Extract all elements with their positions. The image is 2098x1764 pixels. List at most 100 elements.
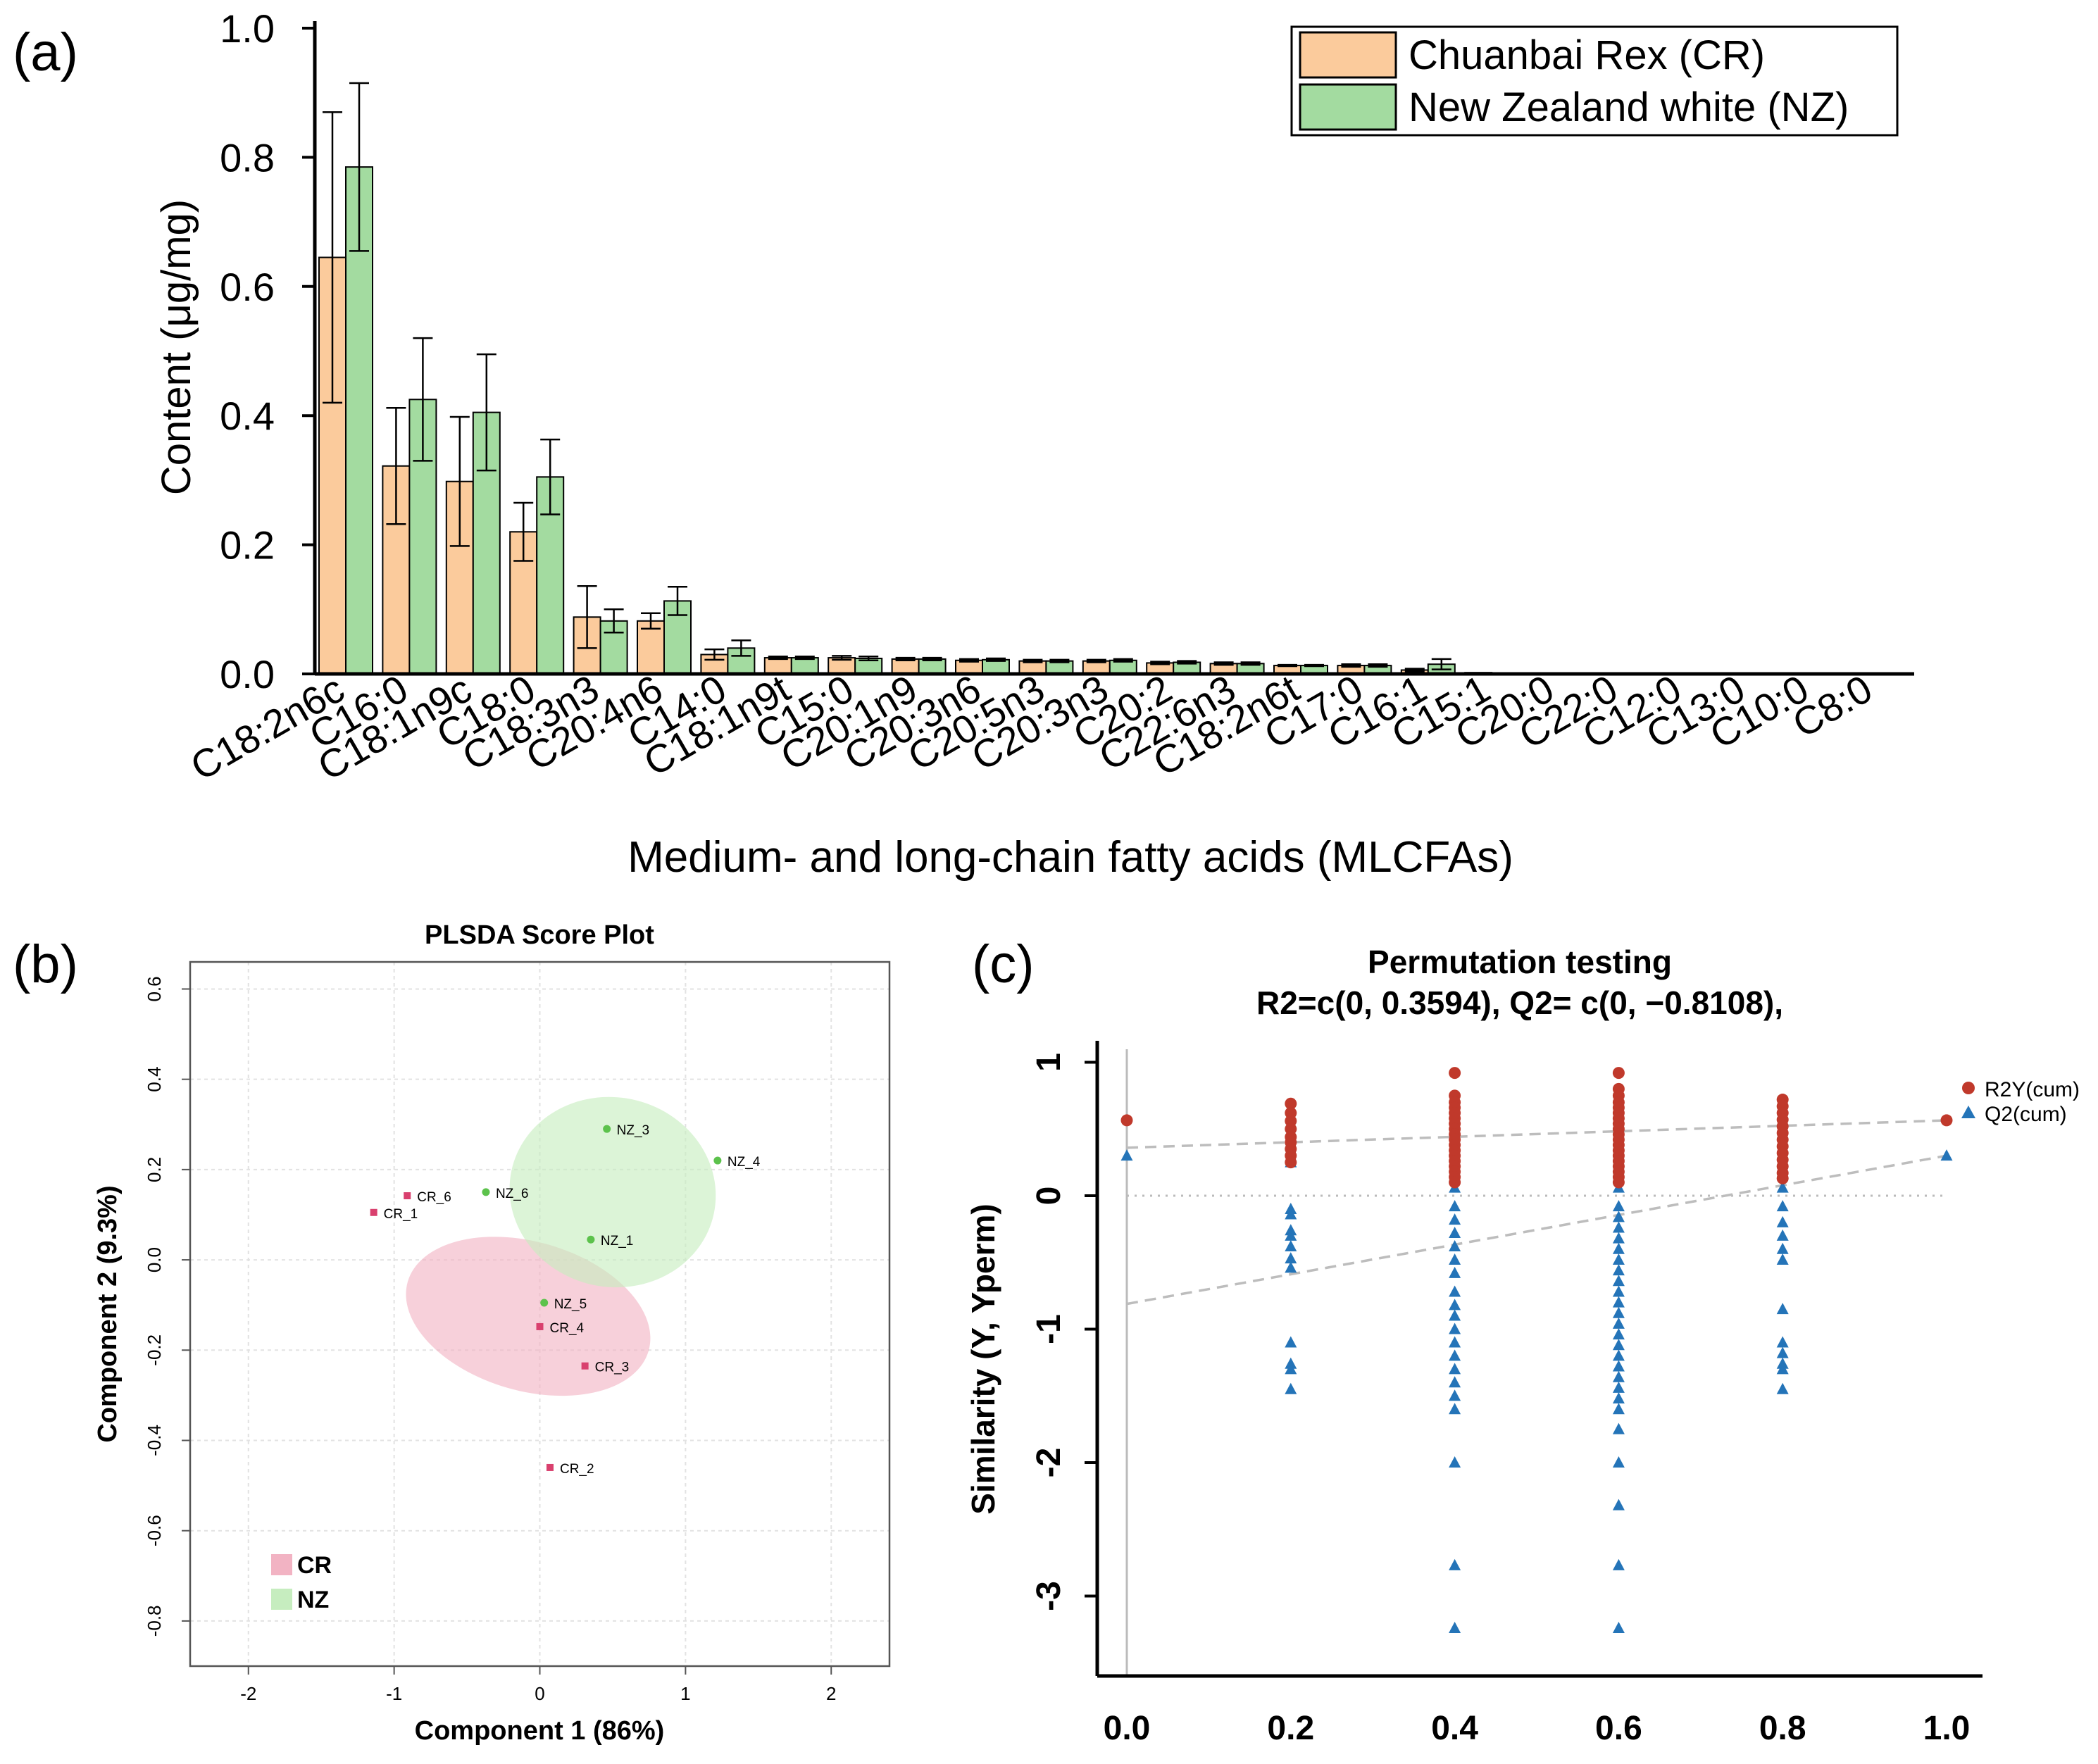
x-tick-label: 1.0: [1923, 1710, 1971, 1747]
q2-point: [1285, 1252, 1297, 1264]
y-ticks: 0.0 0.2 0.4 0.6 0.8 1.0: [220, 6, 315, 696]
q2-point: [1449, 1403, 1461, 1415]
plsda-title: PLSDA Score Plot: [425, 920, 654, 950]
q2-point: [1449, 1322, 1461, 1334]
x-axis-title: Medium- and long-chain fatty acids (MLCF…: [627, 833, 1513, 882]
q2-point: [1612, 1232, 1625, 1244]
q2-point: [1612, 1221, 1625, 1233]
q2-point: [1612, 1621, 1625, 1633]
q2-point: [1612, 1381, 1625, 1393]
q2-point: [1285, 1229, 1297, 1241]
q2-point: [1612, 1456, 1625, 1468]
point-label: NZ_3: [617, 1123, 649, 1138]
point-label: CR_1: [384, 1207, 418, 1222]
q2-point: [1776, 1215, 1789, 1227]
q2-point: [1776, 1242, 1789, 1254]
y-tick-label: 0.6: [144, 976, 165, 1001]
q2-point: [1612, 1422, 1625, 1434]
y-tick-label: 0.0: [144, 1247, 165, 1272]
permutation-points: [1120, 1067, 1953, 1633]
x-tick-label: 0: [535, 1683, 544, 1704]
panel-c-label: (c): [972, 934, 1035, 994]
panel-b-plsda-plot: (b) PLSDA Score Plot CR_1CR_2CR_3CR_4CR_…: [13, 920, 891, 1746]
y-axis-title: Component 2 (9.3%): [93, 1185, 123, 1442]
y-axis-title: Similarity (Y, Yperm): [965, 1203, 1001, 1514]
y-tick-label: -2: [1030, 1448, 1068, 1478]
q2-point: [1612, 1264, 1625, 1276]
point-nz_4: [713, 1156, 722, 1165]
r2y-point: [1120, 1114, 1133, 1127]
x-tick-label: -1: [386, 1683, 402, 1704]
q2-point: [1612, 1200, 1625, 1212]
q2-point: [1120, 1149, 1133, 1161]
legend-swatch-cr: [271, 1554, 292, 1575]
q2-point: [1449, 1363, 1461, 1375]
q2-point: [1612, 1296, 1625, 1308]
x-tick-label: 0.0: [1104, 1710, 1151, 1747]
q2-point: [1940, 1149, 1953, 1161]
x-axis-title: Component 1 (86%): [415, 1716, 665, 1746]
r2y-point: [1449, 1067, 1461, 1080]
legend-label-nz: New Zealand white (NZ): [1409, 85, 1849, 130]
y-axis-title: Content (μg/mg): [154, 199, 199, 495]
panel-a-label: (a): [13, 23, 78, 82]
q2-point: [1449, 1309, 1461, 1321]
legend-swatch-nz: [271, 1589, 292, 1610]
point-label: CR_6: [417, 1190, 451, 1205]
point-label: NZ_6: [496, 1187, 528, 1201]
error-bars: [323, 82, 1451, 673]
q2-point: [1285, 1208, 1297, 1220]
point-label: NZ_5: [554, 1297, 587, 1312]
legend-label-nz: NZ: [297, 1587, 329, 1613]
q2-point: [1612, 1317, 1625, 1329]
q2-point: [1449, 1299, 1461, 1311]
legend-swatch-cr: [1299, 31, 1397, 79]
q2-point: [1449, 1253, 1461, 1265]
bar-nz-7: [790, 657, 819, 675]
legend: R2Y(cum) Q2(cum): [1961, 1078, 2080, 1126]
point-nz_5: [540, 1299, 549, 1307]
legend-marker-r2y: [1962, 1082, 1975, 1094]
point-nz_6: [482, 1188, 490, 1196]
axis-ticks: 0.0 0.2 0.4 0.6 0.8 1.0 -3 -2 -1 0 1: [1030, 1053, 1970, 1747]
q2-point: [1612, 1339, 1625, 1351]
q2-regression-line: [1126, 1154, 1947, 1306]
y-tick-label: -0.4: [144, 1425, 165, 1456]
q2-point: [1776, 1303, 1789, 1315]
legend-label-r2y: R2Y(cum): [1985, 1078, 2080, 1101]
y-tick-label: -0.6: [144, 1515, 165, 1546]
r2y-point: [1612, 1067, 1625, 1080]
point-label: NZ_4: [728, 1155, 761, 1170]
point-nz_3: [603, 1125, 611, 1133]
legend-label-cr: Chuanbai Rex (CR): [1409, 32, 1765, 78]
q2-point: [1612, 1392, 1625, 1404]
y-tick-label: 0.0: [220, 652, 275, 696]
point-cr_3: [581, 1362, 589, 1370]
point-label: CR_2: [560, 1462, 594, 1477]
y-tick-label: -0.8: [144, 1605, 165, 1637]
y-tick-label: -1: [1030, 1314, 1068, 1344]
q2-point: [1612, 1328, 1625, 1340]
q2-point: [1285, 1261, 1297, 1273]
q2-point: [1449, 1240, 1461, 1252]
q2-point: [1285, 1336, 1297, 1348]
point-cr_2: [546, 1463, 554, 1471]
q2-point: [1449, 1376, 1461, 1388]
x-tick-label: 0.2: [1267, 1710, 1314, 1747]
y-tick-label: -0.2: [144, 1334, 165, 1366]
legend-marker-q2: [1961, 1106, 1975, 1118]
q2-point: [1449, 1456, 1461, 1468]
legend-swatch-nz: [1299, 83, 1397, 131]
q2-point: [1612, 1253, 1625, 1265]
r2y-point: [1285, 1156, 1297, 1169]
y-tick-label: -3: [1030, 1581, 1068, 1611]
x-tick-label: 0.8: [1759, 1710, 1806, 1747]
y-tick-label: 0.2: [144, 1157, 165, 1182]
r2y-point: [1285, 1097, 1297, 1110]
y-tick-label: 0.6: [220, 265, 275, 309]
q2-point: [1612, 1275, 1625, 1287]
q2-point: [1449, 1213, 1461, 1225]
y-tick-label: 0.8: [220, 135, 275, 180]
q2-point: [1776, 1200, 1789, 1212]
